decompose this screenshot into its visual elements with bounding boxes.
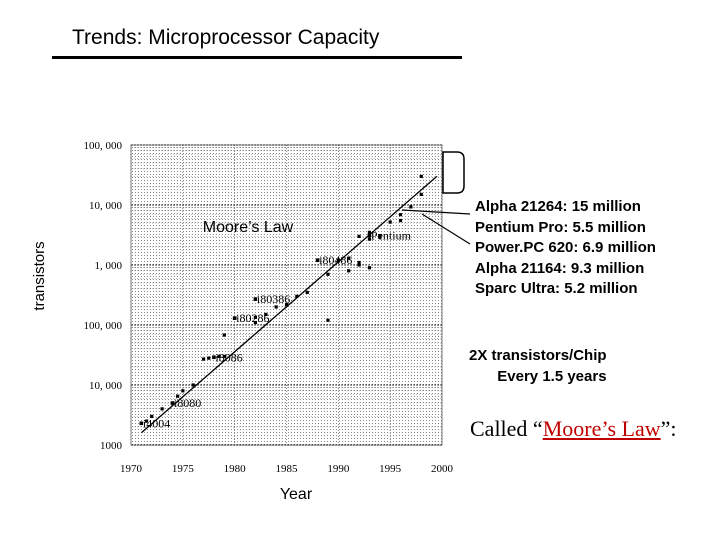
data-point xyxy=(222,354,226,358)
data-point xyxy=(357,263,361,267)
data-point xyxy=(201,357,206,361)
data-point xyxy=(367,237,372,241)
data-point xyxy=(222,333,226,337)
highlight-line-upper xyxy=(401,209,471,215)
data-point xyxy=(150,414,154,418)
x-tick-label: 1985 xyxy=(276,463,299,475)
processor-item: Pentium Pro: 5.5 million xyxy=(475,218,646,236)
data-point xyxy=(367,230,372,234)
data-point xyxy=(419,174,423,178)
data-point xyxy=(378,233,382,238)
grid-lines xyxy=(130,144,443,446)
chip-label: i4004 xyxy=(143,416,170,430)
x-tick-label: 2000 xyxy=(431,463,454,475)
data-point xyxy=(398,218,403,223)
chip-label: Pentium xyxy=(371,229,412,243)
data-point xyxy=(398,213,403,217)
data-point xyxy=(284,302,289,307)
chip-point xyxy=(253,297,258,301)
data-point xyxy=(357,260,361,265)
data-point xyxy=(274,305,278,309)
data-point xyxy=(336,258,340,262)
slide-title: Trends: Microprocessor Capacity xyxy=(72,26,380,49)
data-point xyxy=(295,294,299,298)
data-point xyxy=(357,234,361,238)
data-point xyxy=(253,315,257,319)
data-point xyxy=(144,419,149,423)
growth-rate-line: Every 1.5 years xyxy=(497,367,607,385)
processor-item: Alpha 21264: 15 million xyxy=(475,198,641,215)
called-suffix: ”: xyxy=(660,416,677,441)
x-tick-label: 1975 xyxy=(172,463,195,475)
title-underline xyxy=(52,56,462,59)
data-point xyxy=(409,205,413,209)
data-point xyxy=(191,383,195,387)
highlight-line-lower xyxy=(421,213,471,245)
processor-list: Alpha 21264: 15 million Pentium Pro: 5.5… xyxy=(475,197,656,300)
y-tick-label: 10, 000 xyxy=(89,380,123,392)
moores-law-link[interactable]: Moore’s Law xyxy=(542,416,661,441)
chip-point xyxy=(315,258,320,263)
x-tick-label: 1990 xyxy=(327,463,350,475)
y-tick-label: 100, 000 xyxy=(84,320,123,332)
y-tick-label: 10, 000 xyxy=(89,200,123,212)
processor-item: Alpha 21164: 9.3 million xyxy=(475,259,645,277)
chip-point xyxy=(367,233,372,238)
y-axis-title: transistors xyxy=(31,241,48,310)
growth-rate-line: 2X transistors/Chip xyxy=(469,347,607,364)
data-point xyxy=(419,192,423,197)
trend-line xyxy=(140,175,438,434)
growth-rate-note: 2X transistors/Chip Every 1.5 years xyxy=(469,346,607,387)
data-point xyxy=(264,312,268,317)
data-point xyxy=(347,256,351,260)
data-point xyxy=(181,389,185,393)
data-point xyxy=(367,266,372,270)
x-tick-label: 1970 xyxy=(120,463,143,475)
y-tick-label: 100, 000 xyxy=(84,140,123,152)
x-tick-label: 1980 xyxy=(224,463,247,475)
data-point xyxy=(207,356,211,360)
data-point xyxy=(217,354,221,358)
chip-label: i80486 xyxy=(319,253,352,267)
data-point xyxy=(347,269,351,273)
chip-point xyxy=(139,421,144,426)
data-point xyxy=(253,320,257,325)
data-point xyxy=(326,272,330,276)
highlight-bracket xyxy=(442,151,465,194)
chip-label: i8080 xyxy=(174,396,201,410)
data-point xyxy=(326,318,330,322)
trend-label: Moore’s Law xyxy=(203,219,294,236)
chip-point xyxy=(170,401,175,405)
y-tick-label: 1, 000 xyxy=(95,260,123,272)
data-point xyxy=(388,220,392,224)
data-point xyxy=(378,235,382,239)
called-prefix: Called “ xyxy=(470,416,543,441)
data-point xyxy=(176,394,180,398)
data-point xyxy=(160,407,164,411)
y-tick-label: 1000 xyxy=(100,440,123,452)
called-moores-law-note: Called “Moore’s Law”: xyxy=(470,416,677,442)
chip-label: i80286 xyxy=(236,311,269,325)
processor-item: Sparc Ultra: 5.2 million xyxy=(475,280,638,297)
data-point xyxy=(305,290,309,294)
chip-point xyxy=(212,355,216,360)
chip-label: i8086 xyxy=(215,350,242,364)
processor-item: Power.PC 620: 6.9 million xyxy=(475,239,656,256)
x-tick-label: 1995 xyxy=(379,463,402,475)
chip-point xyxy=(232,316,237,320)
x-axis-title: Year xyxy=(280,486,313,503)
chip-label: i80386 xyxy=(257,292,290,306)
